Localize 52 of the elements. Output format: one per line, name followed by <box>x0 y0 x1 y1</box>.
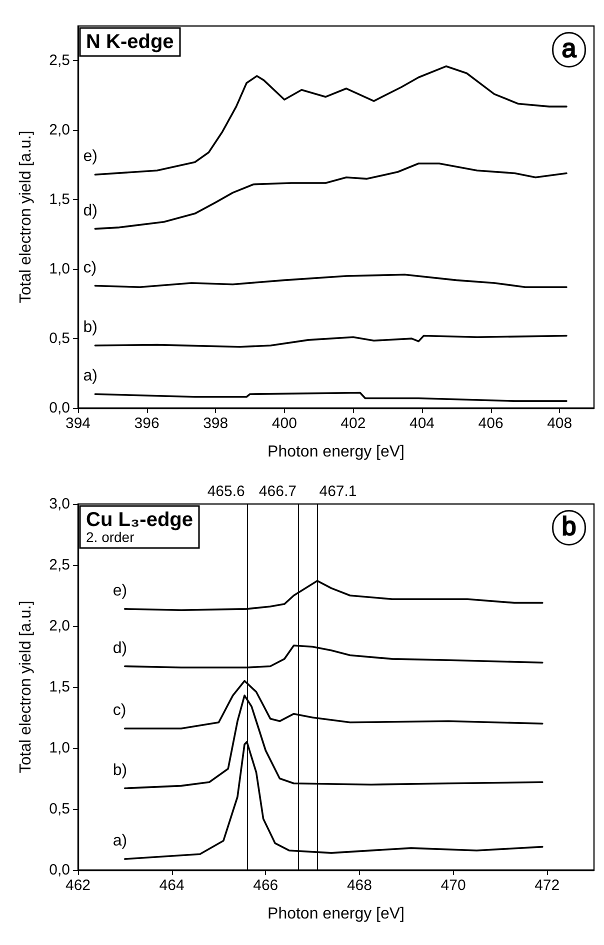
y-tick-label: 2,5 <box>49 556 70 574</box>
line-series <box>94 392 568 402</box>
y-axis-title: Total electron yield [a.u.] <box>18 130 34 304</box>
y-tick-label: 1,5 <box>49 191 70 208</box>
series-label: c) <box>83 259 97 276</box>
y-tick-label: 0,0 <box>49 400 70 416</box>
ref-line-label: 466.7 <box>258 483 296 500</box>
series-label: d) <box>83 202 98 220</box>
x-tick-label: 408 <box>547 415 572 432</box>
x-tick-label: 400 <box>272 415 297 432</box>
y-tick-label: 0,5 <box>49 330 70 348</box>
y-tick-label: 0,0 <box>49 862 70 878</box>
y-axis-title: Total electron yield [a.u.] <box>18 600 34 774</box>
annotation: b <box>562 510 576 541</box>
x-tick-label: 394 <box>65 415 91 432</box>
series-label: c) <box>112 702 126 719</box>
y-tick-label: 1,0 <box>49 260 70 278</box>
series-label: a) <box>83 368 98 385</box>
x-tick-label: 462 <box>65 877 91 894</box>
x-tick-label: 398 <box>203 415 228 432</box>
line-series <box>94 274 568 288</box>
y-tick-label: 1,5 <box>49 678 70 696</box>
ref-line-label: 465.6 <box>207 483 245 500</box>
ref-line-label: 467.1 <box>319 483 357 500</box>
line-series <box>94 334 568 348</box>
x-tick-label: 406 <box>478 415 504 432</box>
series-label: a) <box>112 832 128 850</box>
y-tick-label: 2,5 <box>49 52 70 70</box>
x-tick-label: 402 <box>340 415 366 432</box>
x-tick-label: 396 <box>134 415 160 432</box>
x-axis-title: Photon energy [eV] <box>268 906 404 922</box>
text: 2. order <box>86 529 135 545</box>
x-axis-title: Photon energy [eV] <box>268 444 404 460</box>
series-label: e) <box>112 582 128 600</box>
series-label: b) <box>112 762 128 779</box>
y-tick-label: 3,0 <box>49 496 70 512</box>
x-tick-label: 466 <box>253 877 278 894</box>
x-tick-label: 468 <box>346 877 372 894</box>
y-tick-label: 0,5 <box>49 800 70 818</box>
chart-title: N K-edge <box>86 31 174 53</box>
y-tick-label: 1,0 <box>49 740 70 756</box>
series-label: b) <box>83 318 98 336</box>
x-tick-label: 472 <box>534 877 560 894</box>
chart-title: Cu L₃-edge <box>86 509 194 531</box>
series-label: d) <box>112 640 128 657</box>
y-tick-label: 2,0 <box>49 122 70 139</box>
x-tick-label: 404 <box>409 415 435 432</box>
series-label: e) <box>83 148 98 166</box>
y-tick-label: 2,0 <box>49 618 70 634</box>
x-tick-label: 470 <box>440 877 466 894</box>
x-tick-label: 464 <box>159 877 184 894</box>
annotation: a <box>562 32 577 63</box>
